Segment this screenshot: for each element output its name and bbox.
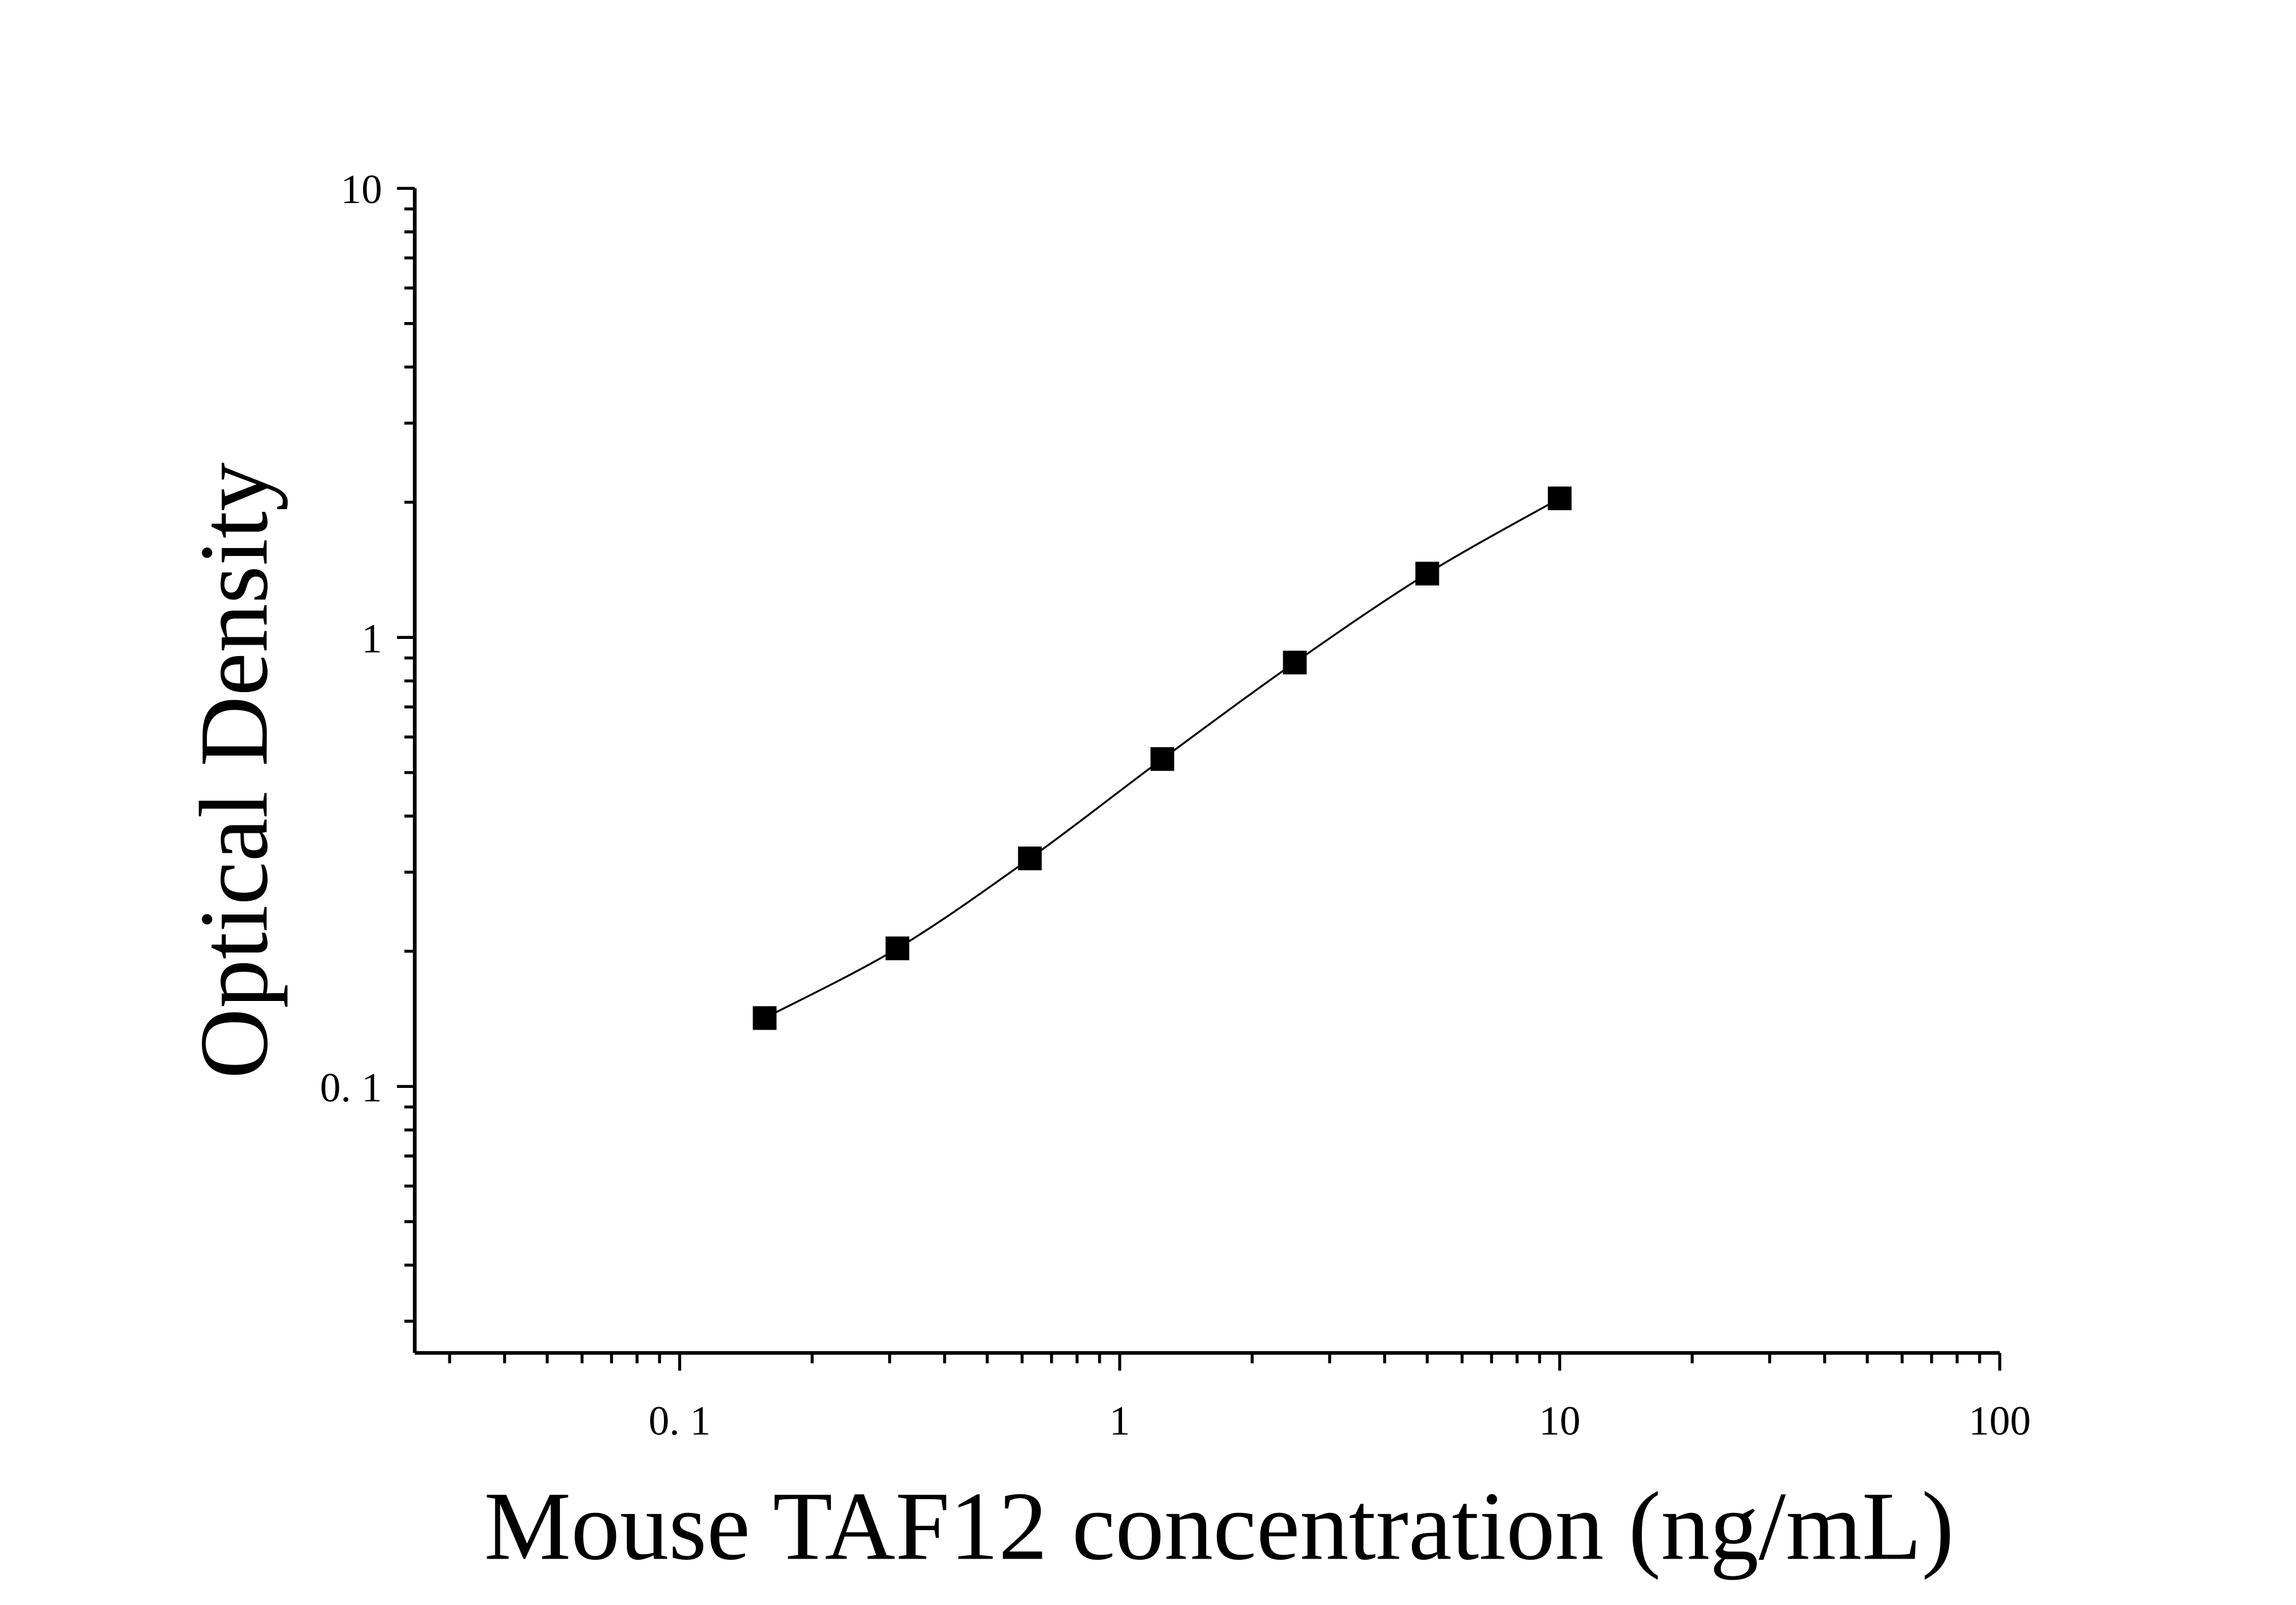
- x-axis-label: Mouse TAF12 concentration (ng/mL): [484, 1472, 1954, 1580]
- y-tick-label: 10: [341, 166, 383, 212]
- x-tick-label: 100: [1969, 1397, 2031, 1444]
- data-point: [1547, 486, 1572, 511]
- x-tick-label: 10: [1539, 1397, 1581, 1444]
- data-point: [753, 1006, 777, 1030]
- data-point: [1150, 747, 1175, 771]
- x-tick-label: 1: [1109, 1397, 1130, 1444]
- data-points: [753, 486, 1572, 1030]
- axes: [413, 188, 2000, 1355]
- ticks: 0. 1 1 10 100 0. 1 1 10: [320, 166, 2031, 1444]
- data-point: [1283, 650, 1307, 675]
- data-point: [1018, 846, 1042, 871]
- data-point: [1415, 562, 1439, 586]
- data-point: [885, 936, 910, 960]
- y-tick-label: 1: [361, 615, 382, 661]
- x-tick-label: 0. 1: [648, 1397, 711, 1444]
- y-tick-label: 0. 1: [320, 1064, 383, 1110]
- y-axis-label: Optical Density: [180, 462, 288, 1079]
